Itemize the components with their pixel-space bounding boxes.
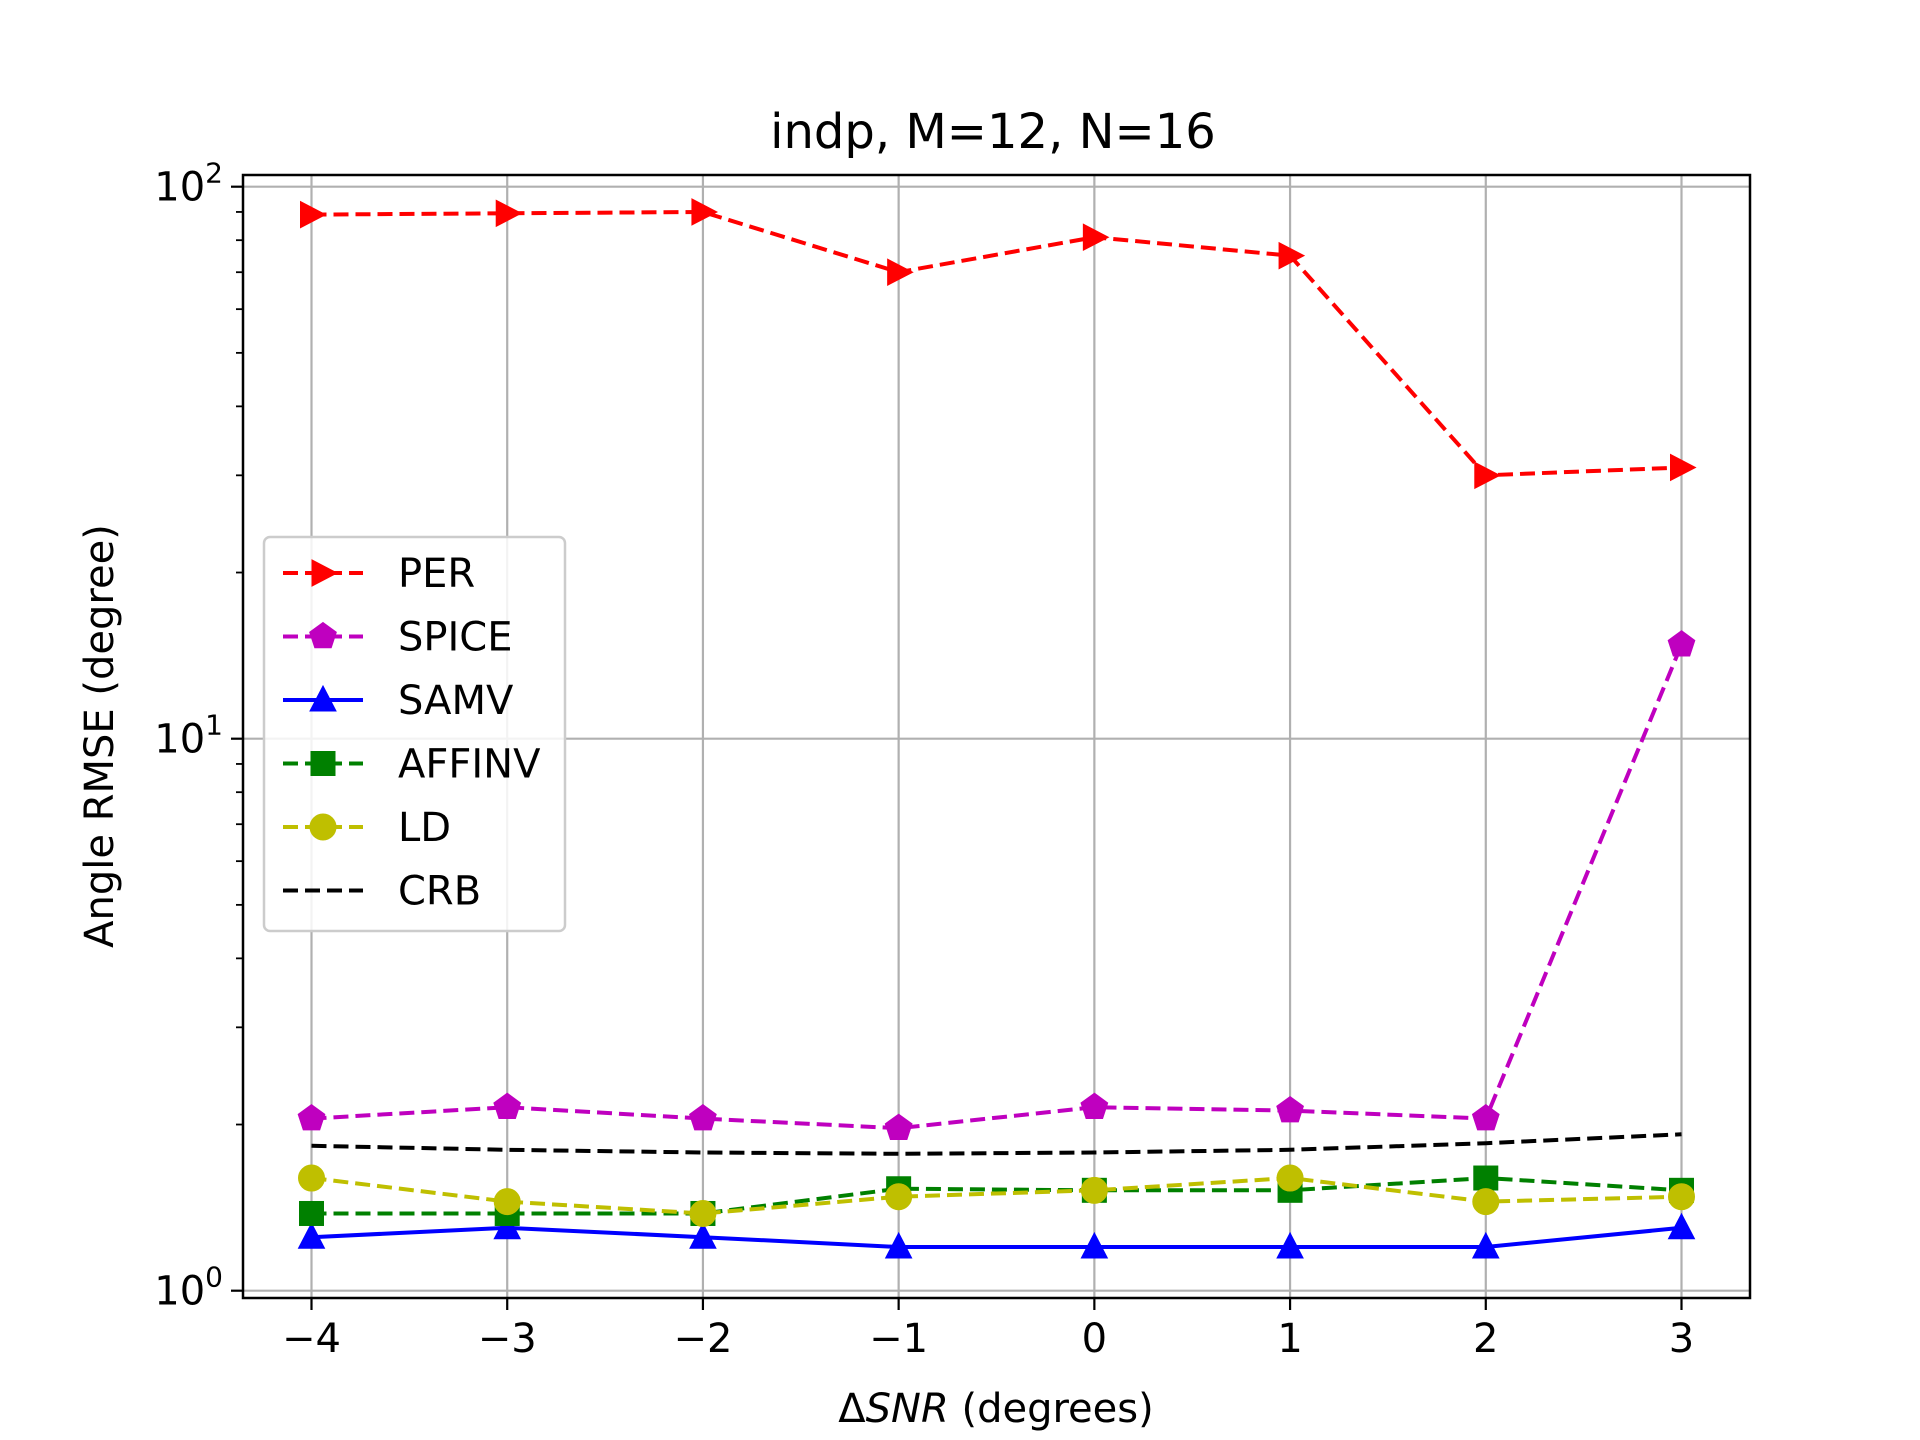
y-tick-label: 100 xyxy=(154,1261,223,1315)
data-point xyxy=(689,1199,717,1227)
series-line xyxy=(311,1175,1682,1216)
series-line xyxy=(311,1132,1682,1156)
data-point xyxy=(1471,1103,1500,1131)
ticks: −4 −3 −2 −1 0 1 2 3 100 101 102 xyxy=(154,157,1694,1362)
series-line xyxy=(311,643,1684,1131)
data-point xyxy=(1278,241,1306,270)
legend-marker xyxy=(309,813,337,841)
series-spice xyxy=(297,630,1696,1140)
data-point xyxy=(493,1188,521,1216)
data-point xyxy=(1667,1212,1696,1240)
data-point xyxy=(1668,1183,1695,1211)
series-per xyxy=(300,198,1697,490)
data-point xyxy=(884,1113,913,1140)
x-tick-label: −4 xyxy=(282,1316,341,1362)
x-axis-label-prefix: Δ xyxy=(838,1386,866,1432)
legend-entry: AFFINV xyxy=(283,742,541,788)
series-ld xyxy=(298,1164,1695,1227)
legend: PER SPICE SAMV AFFINV LD CRB xyxy=(262,535,567,933)
x-axis-label-symbol: SNR xyxy=(866,1386,949,1432)
legend-entry: LD xyxy=(283,805,451,851)
data-point xyxy=(884,1231,913,1259)
data-point xyxy=(297,1103,326,1131)
x-tick-label: 2 xyxy=(1473,1316,1498,1362)
x-tick-label: 0 xyxy=(1082,1316,1107,1362)
data-point xyxy=(493,1212,522,1240)
plot-frame xyxy=(241,173,1752,1300)
data-point xyxy=(1080,1092,1109,1119)
legend-marker xyxy=(311,559,339,587)
legend-entry: SPICE xyxy=(283,615,513,661)
x-tick-label: −3 xyxy=(478,1316,537,1362)
x-tick-label: 3 xyxy=(1669,1316,1694,1362)
chart-title: indp, M=12, N=16 xyxy=(770,104,1216,160)
legend-label: LD xyxy=(398,805,451,851)
y-axis-label: Angle RMSE (degree) xyxy=(77,524,123,948)
series-line xyxy=(311,209,1682,478)
data-point xyxy=(298,1164,325,1192)
y-tick-label: 102 xyxy=(154,157,223,211)
legend-entry: SAMV xyxy=(283,678,514,724)
legend-marker xyxy=(309,684,337,712)
data-point xyxy=(297,1222,326,1249)
x-tick-label: −2 xyxy=(673,1316,732,1362)
legend-entry: PER xyxy=(283,551,475,597)
series-line xyxy=(311,1225,1682,1249)
data-point xyxy=(1670,453,1697,482)
legend-marker xyxy=(309,621,337,649)
data-point xyxy=(1471,1231,1500,1259)
legend-label: SAMV xyxy=(398,678,514,724)
series-crb xyxy=(311,1132,1682,1156)
data-point xyxy=(1473,1165,1499,1191)
series-layer xyxy=(297,198,1697,1259)
data-point xyxy=(689,1222,717,1249)
data-point xyxy=(1082,223,1110,252)
data-point xyxy=(299,1200,324,1226)
data-point xyxy=(1472,1188,1500,1216)
data-point xyxy=(1276,1095,1304,1123)
series-samv xyxy=(297,1212,1696,1259)
data-point xyxy=(495,199,523,228)
legend-marker xyxy=(310,751,336,776)
data-point xyxy=(1667,630,1696,657)
x-axis-label-suffix: (degrees) xyxy=(949,1386,1154,1432)
data-point xyxy=(885,1183,913,1211)
data-point xyxy=(1276,1231,1304,1259)
data-point xyxy=(1474,461,1501,490)
legend-label: AFFINV xyxy=(398,742,541,788)
data-point xyxy=(689,1103,717,1131)
data-point xyxy=(1276,1164,1304,1192)
data-point xyxy=(887,258,914,287)
series-line xyxy=(311,1175,1682,1216)
legend-label: CRB xyxy=(398,869,481,915)
legend-entry: CRB xyxy=(283,869,481,915)
legend-label: SPICE xyxy=(398,615,513,661)
y-tick-label: 101 xyxy=(154,709,223,763)
x-tick-label: −1 xyxy=(869,1316,928,1362)
x-tick-label: 1 xyxy=(1277,1316,1302,1362)
data-point xyxy=(493,1092,522,1119)
data-point xyxy=(300,200,327,229)
data-point xyxy=(691,198,719,226)
data-point xyxy=(1080,1176,1108,1204)
data-point xyxy=(1080,1231,1109,1259)
x-axis-label: ΔSNR (degrees) xyxy=(838,1386,1153,1432)
legend-label: PER xyxy=(398,551,475,597)
